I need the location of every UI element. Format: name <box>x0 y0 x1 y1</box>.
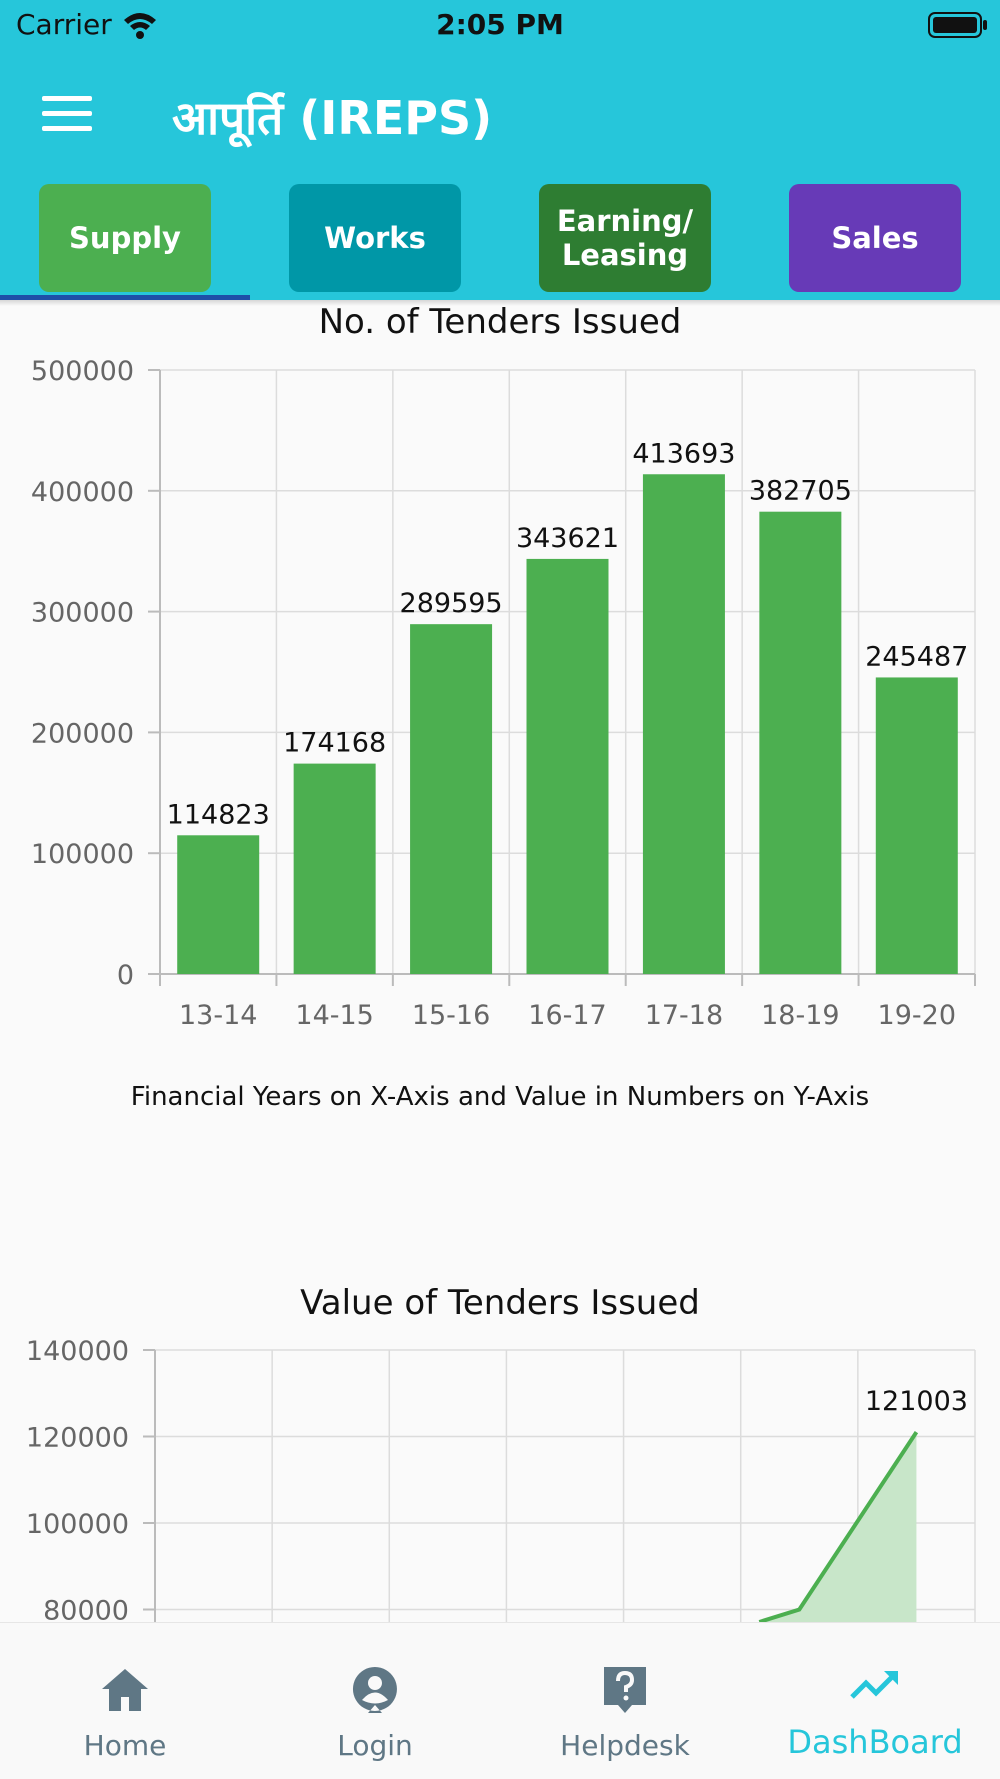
y-tick-label: 80000 <box>43 1596 129 1623</box>
bar <box>759 511 842 974</box>
bar-value-label: 413693 <box>632 438 735 469</box>
chart1-caption: Financial Years on X-Axis and Value in N… <box>130 1082 870 1112</box>
x-tick-label: 17-18 <box>645 1000 723 1031</box>
y-tick-label: 200000 <box>31 718 134 749</box>
battery-icon <box>928 12 987 38</box>
nav-helpdesk-label: Helpdesk <box>560 1729 690 1762</box>
bar <box>875 677 958 974</box>
bar <box>642 474 725 974</box>
active-tab-indicator <box>0 295 250 300</box>
point-value-label: 121003 <box>865 1386 968 1417</box>
y-tick-label: 100000 <box>31 839 134 870</box>
header-shadow <box>0 300 1000 306</box>
trending-icon <box>850 1671 898 1699</box>
bar-value-label: 174168 <box>283 728 386 759</box>
nav-login[interactable]: Login <box>250 1623 500 1779</box>
app-header: Carrier 2:05 PM आपूर्ति (IREPS) Supply W… <box>0 0 1000 300</box>
home-icon <box>102 1669 148 1711</box>
y-tick-label: 0 <box>117 960 134 991</box>
y-tick-label: 400000 <box>31 477 134 508</box>
user-icon <box>352 1667 397 1713</box>
bar <box>177 835 260 974</box>
tab-earning-leasing[interactable]: Earning/ Leasing <box>539 184 711 292</box>
bar-value-label: 382705 <box>749 476 852 507</box>
status-time: 2:05 PM <box>436 8 564 41</box>
chart1-title: No. of Tenders Issued <box>318 302 682 342</box>
bottom-navigation: Home Login Helpdesk DashBoard <box>0 1622 1000 1779</box>
tab-supply[interactable]: Supply <box>39 184 211 292</box>
x-tick-label: 13-14 <box>179 1000 257 1031</box>
nav-login-label: Login <box>337 1729 413 1762</box>
nav-helpdesk[interactable]: Helpdesk <box>500 1623 750 1779</box>
tab-works[interactable]: Works <box>289 184 461 292</box>
x-tick-label: 14-15 <box>295 1000 373 1031</box>
y-tick-label: 300000 <box>31 598 134 629</box>
tenders-count-bar-chart: 0 100000 200000 300000 400000 500000 114823 13-… <box>31 356 976 1031</box>
bar <box>293 763 376 974</box>
carrier-label: Carrier <box>16 8 112 41</box>
y-tick-label: 140000 <box>26 1336 129 1367</box>
wifi-icon <box>124 13 156 39</box>
x-tick-label: 18-19 <box>761 1000 839 1031</box>
menu-icon[interactable] <box>42 96 92 136</box>
tenders-value-area-chart: 80000 100000 120000 140000 121003 <box>26 1336 976 1623</box>
bar <box>410 624 493 974</box>
bar-value-label: 343621 <box>516 523 619 554</box>
nav-dashboard-label: DashBoard <box>787 1723 963 1761</box>
x-tick-label: 16-17 <box>528 1000 606 1031</box>
nav-home[interactable]: Home <box>0 1623 250 1779</box>
tab-sales[interactable]: Sales <box>789 184 961 292</box>
bar-value-label: 289595 <box>400 588 503 619</box>
y-tick-label: 120000 <box>26 1423 129 1454</box>
help-icon <box>604 1667 646 1713</box>
bar <box>526 558 609 974</box>
status-bar: Carrier 2:05 PM <box>0 0 1000 50</box>
tab-earning-leasing-label: Earning/ Leasing <box>556 204 694 272</box>
bar-value-label: 245487 <box>865 641 968 672</box>
bar-value-label: 114823 <box>167 799 270 830</box>
y-tick-label: 500000 <box>31 356 134 387</box>
chart2-title: Value of Tenders Issued <box>300 1283 700 1323</box>
nav-home-label: Home <box>83 1729 167 1762</box>
page-title: आपूर्ति (IREPS) <box>172 91 493 145</box>
nav-dashboard[interactable]: DashBoard <box>750 1623 1000 1779</box>
x-tick-label: 19-20 <box>878 1000 956 1031</box>
y-tick-label: 100000 <box>26 1509 129 1540</box>
area-fill <box>759 1432 917 1622</box>
x-tick-label: 15-16 <box>412 1000 490 1031</box>
series-line <box>758 1431 919 1622</box>
